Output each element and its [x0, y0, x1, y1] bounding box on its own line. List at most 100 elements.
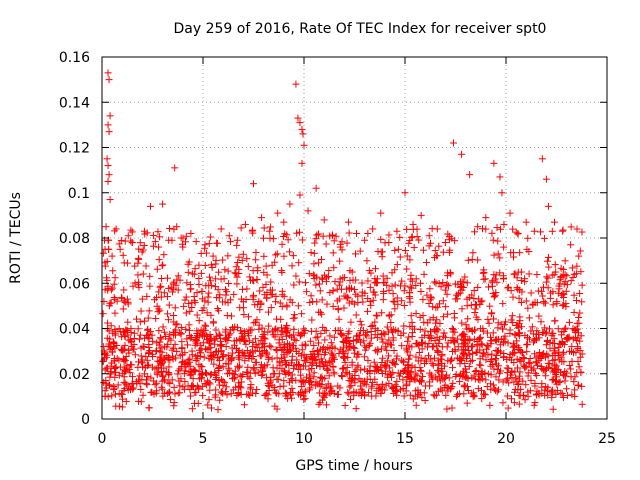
- data-point: [236, 372, 244, 380]
- data-point: [570, 378, 578, 386]
- data-point: [154, 357, 162, 365]
- data-point: [489, 282, 497, 290]
- data-point: [435, 339, 443, 347]
- data-point: [257, 300, 265, 308]
- data-point: [204, 298, 212, 306]
- data-point: [554, 344, 562, 352]
- data-point: [272, 292, 280, 300]
- data-point: [191, 367, 199, 375]
- data-point: [265, 322, 273, 330]
- data-point: [575, 252, 583, 260]
- data-point: [205, 338, 213, 346]
- data-point: [474, 223, 482, 231]
- data-point: [472, 367, 480, 375]
- data-point: [524, 369, 532, 377]
- data-point: [336, 275, 344, 283]
- data-point: [523, 340, 531, 348]
- data-point: [104, 177, 112, 185]
- data-point: [301, 387, 309, 395]
- data-point: [408, 277, 416, 285]
- data-point: [339, 365, 347, 373]
- data-point: [328, 231, 336, 239]
- data-point: [262, 280, 270, 288]
- data-point: [274, 326, 282, 334]
- data-point: [174, 286, 182, 294]
- data-point: [166, 379, 174, 387]
- data-point: [548, 388, 556, 396]
- data-point: [107, 322, 115, 330]
- data-point: [310, 275, 318, 283]
- y-tick-label: 0.08: [59, 231, 90, 247]
- data-point: [329, 343, 337, 351]
- data-point: [223, 288, 231, 296]
- data-point: [487, 380, 495, 388]
- data-point: [560, 280, 568, 288]
- data-point: [246, 385, 254, 393]
- data-point: [135, 376, 143, 384]
- data-point: [329, 362, 337, 370]
- data-point: [158, 377, 166, 385]
- data-point: [377, 235, 385, 243]
- data-point: [571, 392, 579, 400]
- data-point: [124, 300, 132, 308]
- data-point: [538, 155, 546, 163]
- data-point: [330, 237, 338, 245]
- data-point: [388, 373, 396, 381]
- data-point: [544, 274, 552, 282]
- data-point: [221, 379, 229, 387]
- data-point: [476, 355, 484, 363]
- data-point: [413, 225, 421, 233]
- data-point: [381, 278, 389, 286]
- data-point: [348, 358, 356, 366]
- data-point: [206, 233, 214, 241]
- data-point: [292, 344, 300, 352]
- axis-ticks: 0 0.02 0.04 0.06 0.08 0.1 0.12 0.14 0.16 0 5 10 15 20…: [59, 50, 616, 447]
- data-point: [165, 284, 173, 292]
- data-point: [178, 359, 186, 367]
- data-point: [260, 252, 268, 260]
- data-point: [522, 381, 530, 389]
- data-point: [428, 360, 436, 368]
- data-point: [496, 341, 504, 349]
- data-point: [306, 299, 314, 307]
- data-point: [124, 331, 132, 339]
- data-point: [367, 322, 375, 330]
- data-point: [412, 282, 420, 290]
- data-point: [197, 250, 205, 258]
- data-point: [541, 299, 549, 307]
- data-point: [405, 355, 413, 363]
- data-point: [208, 263, 216, 271]
- data-point: [224, 267, 232, 275]
- data-point: [186, 358, 194, 366]
- data-point: [221, 328, 229, 336]
- data-point: [521, 275, 529, 283]
- data-point: [343, 363, 351, 371]
- data-point: [305, 371, 313, 379]
- data-point: [296, 332, 304, 340]
- data-point: [379, 272, 387, 280]
- data-point: [439, 278, 447, 286]
- data-point: [217, 225, 225, 233]
- data-point: [280, 353, 288, 361]
- data-point: [430, 391, 438, 399]
- data-point: [315, 400, 323, 408]
- data-point: [531, 399, 539, 407]
- data-point: [276, 383, 284, 391]
- data-point: [236, 383, 244, 391]
- data-point: [182, 232, 190, 240]
- data-point: [302, 353, 310, 361]
- data-point: [164, 316, 172, 324]
- data-point: [554, 352, 562, 360]
- data-point: [159, 323, 167, 331]
- data-point: [122, 367, 130, 375]
- data-point: [540, 349, 548, 357]
- data-point: [485, 283, 493, 291]
- data-point: [423, 291, 431, 299]
- data-point: [294, 114, 302, 122]
- data-point: [496, 269, 504, 277]
- data-point: [119, 251, 127, 259]
- data-point: [549, 301, 557, 309]
- y-axis-label: ROTI / TECUs: [8, 192, 24, 284]
- data-point: [515, 294, 523, 302]
